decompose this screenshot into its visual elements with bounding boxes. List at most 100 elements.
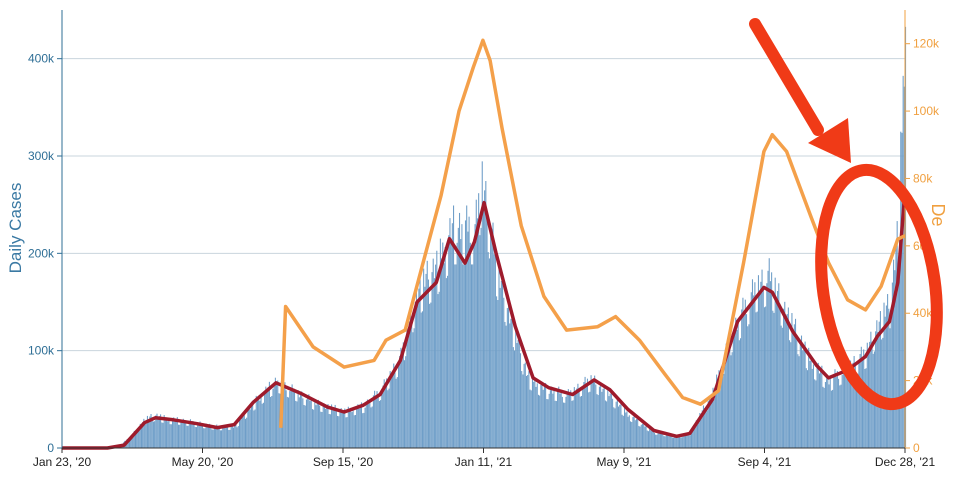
case-bar <box>482 200 484 448</box>
case-bar <box>291 384 293 448</box>
case-bar <box>406 325 408 448</box>
case-bar <box>512 347 514 448</box>
case-bar <box>722 376 724 448</box>
case-bar <box>657 433 659 448</box>
case-bar <box>266 392 268 448</box>
case-bar <box>693 427 695 448</box>
case-bar <box>453 205 455 448</box>
case-bar <box>785 320 787 448</box>
case-bar <box>543 386 545 448</box>
case-bar <box>696 424 699 448</box>
case-bar <box>588 392 590 448</box>
case-bar <box>215 425 217 448</box>
case-bar <box>352 409 354 448</box>
case-bar <box>805 368 807 448</box>
left-tick-label: 200k <box>28 246 55 260</box>
case-bar <box>198 422 200 448</box>
case-bar <box>615 401 617 448</box>
case-bar <box>237 426 239 448</box>
case-bar <box>730 355 732 448</box>
left-axis-ticks: 0 100k 200k 300k 400k <box>28 52 62 455</box>
case-bar <box>351 412 353 448</box>
case-bar <box>218 425 220 448</box>
case-bar <box>780 325 782 448</box>
case-bar <box>510 318 512 448</box>
case-bar <box>671 437 673 448</box>
case-bar <box>821 365 823 448</box>
case-bar <box>369 399 371 448</box>
case-bar <box>438 291 440 448</box>
case-bar <box>566 393 568 448</box>
case-bar <box>210 426 212 448</box>
cases-average-line <box>62 189 907 450</box>
case-bar <box>170 424 172 448</box>
case-bar <box>528 371 530 448</box>
case-bar <box>883 302 885 448</box>
case-bar <box>773 312 775 448</box>
case-bar <box>820 369 822 448</box>
case-bar <box>511 314 513 448</box>
case-bar <box>231 425 233 448</box>
case-bar <box>363 412 365 448</box>
case-bar <box>669 434 671 448</box>
case-bar <box>137 431 139 448</box>
case-bar <box>179 424 181 448</box>
case-bar <box>364 407 366 448</box>
case-bar <box>206 426 208 448</box>
case-bar <box>879 311 881 448</box>
case-bar <box>327 404 329 448</box>
case-bar <box>370 407 372 448</box>
case-bar <box>802 350 804 448</box>
case-bar <box>695 420 697 448</box>
case-bar <box>425 273 427 448</box>
case-bar <box>582 387 584 448</box>
case-bar <box>521 371 523 448</box>
case-bar <box>732 338 734 448</box>
case-bar <box>344 408 346 448</box>
case-bar <box>249 409 251 448</box>
case-bar <box>401 353 403 448</box>
case-bar <box>804 341 806 448</box>
case-bar <box>634 420 636 448</box>
case-bar <box>569 394 571 448</box>
case-bar <box>450 240 452 448</box>
case-bar <box>193 424 195 448</box>
case-bar <box>596 394 598 448</box>
case-bar <box>491 228 493 448</box>
case-bar <box>860 346 862 448</box>
case-bar <box>481 161 483 448</box>
case-bar <box>655 434 657 448</box>
case-bar <box>458 212 461 448</box>
case-bar <box>338 416 340 448</box>
left-axis-label: Daily Cases <box>6 183 25 274</box>
case-bar <box>131 435 133 448</box>
case-bar <box>189 419 192 448</box>
case-bar <box>496 296 498 448</box>
case-bar <box>686 432 688 448</box>
case-bar <box>378 401 380 448</box>
case-bar <box>653 432 655 448</box>
case-bar <box>260 396 262 448</box>
case-bar <box>298 397 300 448</box>
case-bar <box>376 391 378 448</box>
case-bar <box>216 424 218 448</box>
case-bar <box>341 412 343 448</box>
case-bar <box>884 316 886 448</box>
case-bar <box>714 395 716 448</box>
case-bar <box>254 409 256 448</box>
case-bar <box>488 258 490 448</box>
case-bar <box>534 378 536 448</box>
case-bar <box>303 404 305 448</box>
case-bar <box>594 375 596 448</box>
case-bar <box>608 396 610 448</box>
case-bar <box>717 378 719 448</box>
annotation-arrow-head <box>808 118 851 163</box>
case-bar <box>797 354 799 448</box>
x-tick-label: Jan 23, '20 <box>33 455 92 469</box>
case-bar <box>799 340 801 448</box>
case-bar <box>614 408 616 448</box>
case-bar <box>494 248 496 448</box>
case-bar <box>435 264 437 448</box>
case-bar <box>723 373 725 448</box>
case-bar <box>683 435 685 448</box>
